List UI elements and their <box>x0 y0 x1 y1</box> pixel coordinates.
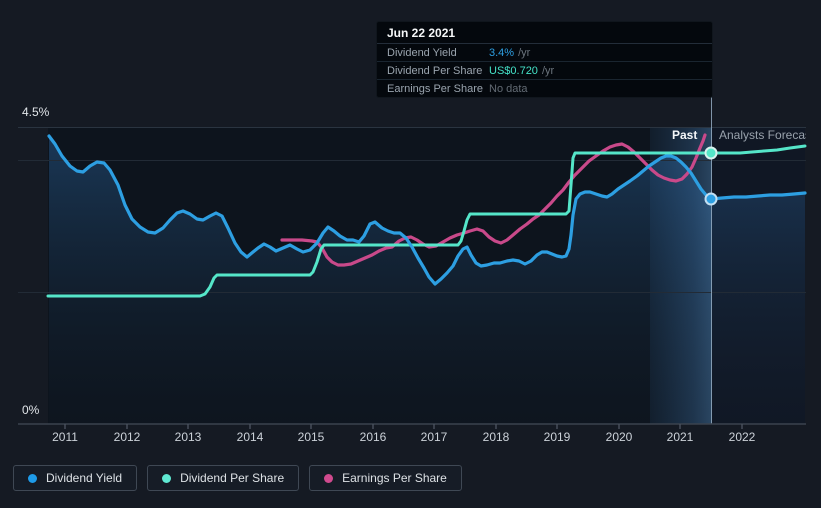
dividend-yield-marker-dot[interactable] <box>704 192 718 206</box>
dividend-yield-line-forecast[interactable] <box>709 191 807 201</box>
dividend-yield-dot-icon <box>28 473 37 483</box>
dividend-per-share-dot-icon <box>162 473 172 483</box>
y-axis-top-label: 4.5% <box>22 105 50 119</box>
x-tick-2015: 2015 <box>297 430 325 444</box>
tooltip-value: US$0.720 <box>489 64 538 77</box>
dividend-yield-area-fill <box>49 136 805 424</box>
tooltip-row-earnings-per-share: Earnings Per Share No data <box>377 80 712 97</box>
x-tick-2012: 2012 <box>113 430 141 444</box>
dividend-yield-line-past[interactable] <box>47 134 713 286</box>
chart-legend: Dividend Yield Dividend Per Share Earnin… <box>13 465 462 491</box>
legend-item-dividend-per-share[interactable]: Dividend Per Share <box>147 465 300 491</box>
x-tick-2014: 2014 <box>236 430 264 444</box>
tooltip-label: Dividend Yield <box>387 46 457 59</box>
dividend-per-share-marker-dot[interactable] <box>704 146 718 160</box>
legend-label: Earnings Per Share <box>342 471 447 485</box>
legend-item-dividend-yield[interactable]: Dividend Yield <box>13 465 138 491</box>
tooltip-label: Earnings Per Share <box>387 82 483 95</box>
dividend-per-share-line-past[interactable] <box>46 151 713 298</box>
chart-tooltip: Jun 22 2021 Dividend Yield 3.4% /yr Divi… <box>377 22 712 97</box>
legend-item-earnings-per-share[interactable]: Earnings Per Share <box>309 465 462 491</box>
x-tick-2020: 2020 <box>605 430 633 444</box>
legend-label: Dividend Per Share <box>180 471 285 485</box>
x-tick-2022: 2022 <box>728 430 756 444</box>
tooltip-label: Dividend Per Share <box>387 64 483 77</box>
x-tick-2011: 2011 <box>52 430 78 444</box>
x-tick-2017: 2017 <box>420 430 448 444</box>
tooltip-unit: /yr <box>541 64 555 77</box>
legend-label: Dividend Yield <box>46 471 123 485</box>
past-region-label: Past <box>672 128 698 142</box>
dividend-per-share-line-forecast[interactable] <box>709 144 807 155</box>
x-tick-2021: 2021 <box>666 430 694 444</box>
recent-period-highlight-band <box>650 127 712 424</box>
earnings-per-share-line[interactable] <box>280 133 707 267</box>
tooltip-unit: /yr <box>518 46 531 59</box>
earnings-per-share-dot-icon <box>324 473 334 483</box>
chart-canvas[interactable] <box>0 0 821 460</box>
analysts-forecast-region-label: Analysts Forecast <box>719 128 806 142</box>
x-tick-2013: 2013 <box>174 430 202 444</box>
tooltip-row-dividend-yield: Dividend Yield 3.4% /yr <box>377 44 712 62</box>
x-axis-ticks <box>64 424 743 429</box>
tooltip-row-dividend-per-share: Dividend Per Share US$0.720 /yr <box>377 62 712 80</box>
x-tick-2018: 2018 <box>482 430 510 444</box>
tooltip-value: No data <box>489 82 528 95</box>
x-tick-2016: 2016 <box>359 430 387 444</box>
tooltip-date: Jun 22 2021 <box>377 22 712 44</box>
x-tick-2019: 2019 <box>543 430 571 444</box>
y-axis-zero-label: 0% <box>22 403 40 417</box>
tooltip-value: 3.4% <box>489 46 515 59</box>
